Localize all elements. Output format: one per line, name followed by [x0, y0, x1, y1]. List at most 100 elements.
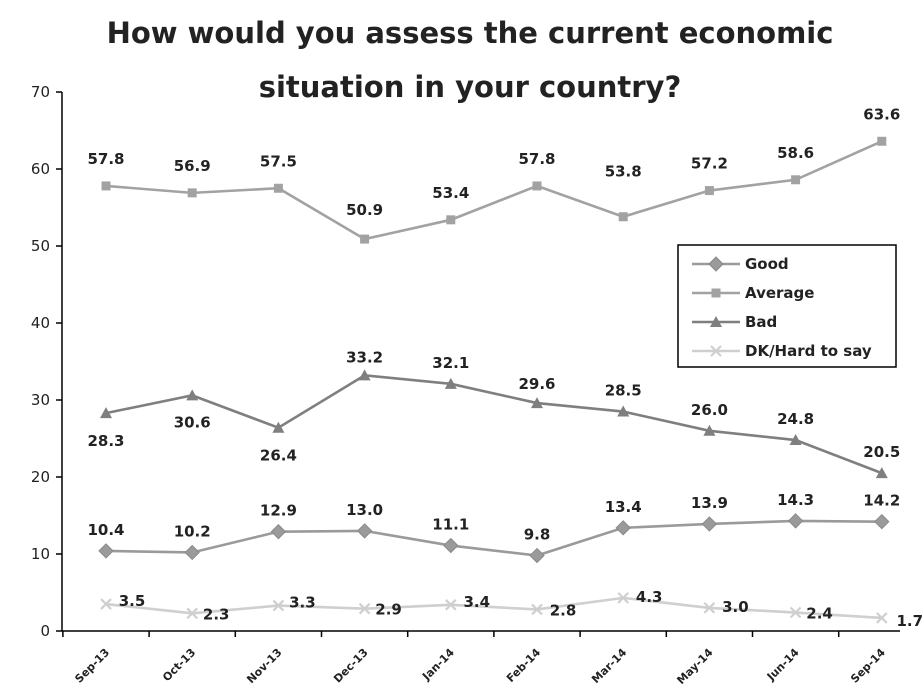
data-point	[272, 599, 285, 612]
data-label: 11.1	[432, 516, 469, 534]
data-label: 13.9	[691, 494, 728, 512]
y-tick-label: 20	[31, 468, 50, 486]
x-tick-label: Sep-14	[848, 646, 888, 686]
data-point	[703, 602, 716, 614]
chart-title-line1: How would you assess the current economi…	[106, 16, 834, 50]
data-point	[787, 513, 804, 529]
chart-title: How would you assess the current economi…	[60, 6, 880, 114]
data-point	[531, 397, 543, 409]
data-point	[98, 543, 114, 559]
legend-label: DK/Hard to say	[745, 342, 872, 360]
data-label: 56.9	[174, 157, 211, 175]
x-tick-label: Feb-14	[504, 646, 543, 685]
data-point	[272, 421, 285, 433]
marker-stroke	[703, 602, 716, 614]
data-label: 53.4	[432, 184, 469, 202]
y-tick-label: 50	[31, 237, 50, 255]
data-point	[270, 523, 287, 540]
data-point	[444, 377, 457, 389]
data-point	[186, 607, 198, 620]
data-label: 13.4	[605, 498, 642, 516]
legend-item: Bad	[692, 313, 777, 331]
y-tick-label: 0	[40, 622, 50, 640]
data-point	[875, 467, 888, 479]
marker-stroke	[186, 607, 198, 620]
data-point	[701, 516, 718, 532]
series-line	[105, 596, 882, 620]
series-dk-hard-to-say	[100, 592, 888, 624]
x-tick-label: Nov-13	[244, 646, 284, 686]
data-point	[874, 513, 890, 530]
data-point	[184, 544, 200, 561]
marker-stroke	[531, 603, 543, 616]
data-label: 63.6	[863, 105, 900, 123]
x-tick-label: Jun-14	[764, 646, 802, 684]
data-label: 57.8	[87, 150, 124, 168]
data-label: 20.5	[863, 443, 900, 461]
data-point	[532, 181, 542, 191]
data-point	[101, 181, 111, 191]
data-label: 9.8	[524, 526, 551, 544]
data-point	[100, 407, 112, 419]
data-label: 2.9	[375, 601, 402, 619]
data-label: 33.2	[346, 348, 383, 366]
data-label: 28.3	[87, 432, 124, 450]
data-point	[360, 234, 370, 244]
data-label: 32.1	[432, 354, 469, 372]
data-label: 10.2	[174, 522, 211, 540]
x-tick-label: May-14	[674, 646, 715, 687]
data-point	[358, 602, 371, 615]
series-bad	[100, 369, 888, 479]
marker-stroke	[876, 612, 888, 624]
data-label: 53.8	[605, 163, 642, 181]
data-point	[877, 136, 887, 146]
data-label: 4.3	[636, 588, 663, 606]
data-point	[618, 212, 628, 222]
legend: Good Average Bad DK/Hard to say	[677, 244, 897, 368]
data-label: 57.2	[691, 155, 728, 173]
x-tick-label: Sep-13	[72, 646, 112, 686]
data-point	[789, 434, 802, 446]
legend-item: DK/Hard to say	[692, 342, 872, 360]
legend-marker	[711, 288, 721, 298]
chart-title-line2: situation in your country?	[258, 70, 682, 104]
x-tick-label: Jan-14	[419, 646, 457, 684]
data-point	[100, 598, 112, 610]
legend-marker	[710, 316, 722, 327]
marker-stroke	[272, 599, 285, 612]
data-label: 10.4	[87, 521, 124, 539]
data-point	[273, 183, 283, 193]
y-tick-label: 60	[31, 160, 50, 178]
data-label: 24.8	[777, 410, 814, 428]
x-tick-label: Dec-13	[331, 646, 371, 686]
marker-stroke	[358, 602, 371, 615]
legend-item: Good	[692, 255, 789, 273]
legend-label: Bad	[745, 313, 777, 331]
data-point	[531, 603, 543, 616]
marker-stroke	[710, 345, 722, 357]
data-point	[358, 369, 371, 381]
data-label: 3.0	[722, 598, 749, 616]
data-point	[703, 424, 716, 436]
data-label: 26.0	[691, 401, 728, 419]
series-average	[101, 136, 887, 244]
data-label: 30.6	[174, 413, 211, 431]
data-label: 29.6	[518, 375, 555, 393]
data-label: 26.4	[260, 447, 297, 465]
series-line	[105, 140, 883, 241]
marker-stroke	[445, 599, 457, 611]
data-point	[356, 523, 373, 539]
data-point	[789, 606, 802, 619]
data-label: 2.4	[806, 605, 833, 623]
legend-item: Average	[692, 284, 814, 302]
legend-marker	[708, 256, 724, 272]
legend-marker	[710, 345, 722, 357]
x-tick-label: Mar-14	[589, 646, 629, 686]
series-layer	[98, 136, 890, 624]
data-label: 3.5	[119, 592, 146, 610]
data-label: 2.8	[550, 601, 577, 619]
data-label: 3.4	[464, 593, 491, 611]
data-point	[445, 599, 457, 611]
marker-stroke	[617, 592, 629, 604]
data-point	[704, 186, 714, 196]
